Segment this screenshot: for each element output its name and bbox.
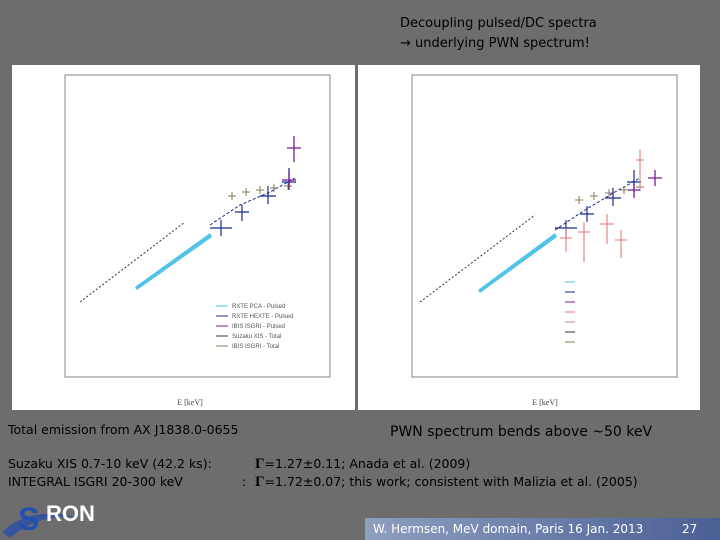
- left-plot: RXTE PCA - Pulsed RXTE HEXTE - Pulsed IB…: [12, 65, 355, 410]
- logo-swoosh: [2, 513, 80, 538]
- plot-frame: [411, 74, 678, 378]
- caption: PWN spectrum bends above ~50 keV: [390, 424, 653, 440]
- pca-band: [135, 233, 212, 290]
- logo: S RON: [2, 501, 95, 538]
- model-line: [419, 214, 536, 303]
- plot-background: [12, 65, 355, 410]
- plot-frame: [64, 74, 331, 378]
- x-axis-label: E [keV]: [532, 398, 558, 407]
- logo-text: RON: [46, 501, 95, 526]
- note-result: =1.27±0.11; Anada et al. (2009): [265, 456, 471, 471]
- isgri-points: [282, 136, 301, 188]
- page-number: 27: [682, 522, 697, 536]
- footer-credit: W. Hermsen, MeV domain, Paris 16 Jan. 20…: [373, 522, 643, 536]
- legend-label: IBIS ISGRI - Total: [232, 344, 279, 350]
- gamma-symbol: Γ: [255, 456, 265, 472]
- title-line: Decoupling pulsed/DC spectra: [400, 16, 597, 31]
- pca-band: [478, 233, 557, 293]
- footer-bar: [365, 518, 720, 540]
- legend-label: IBIS ISGRI - Pulsed: [232, 324, 285, 330]
- note-line: INTEGRAL ISGRI 20-300 keV : Γ=1.72±0.07;…: [8, 474, 638, 490]
- fit-line: [209, 177, 296, 226]
- note-line: Suzaku XIS 0.7-10 keV (42.2 ks): Γ=1.27±…: [8, 456, 470, 472]
- note-instrument: Suzaku XIS 0.7-10 keV (42.2 ks):: [8, 456, 212, 471]
- plot-background: [358, 65, 700, 410]
- right-plot: E [keV]: [358, 65, 700, 410]
- legend-label: RXTE PCA - Pulsed: [232, 304, 285, 310]
- note-instrument: INTEGRAL ISGRI 20-300 keV: [8, 474, 183, 489]
- isgri-points: [628, 170, 662, 198]
- total-points: [228, 182, 292, 200]
- title-line: → underlying PWN spectrum!: [400, 36, 590, 51]
- note-result: =1.72±0.07; this work; consistent with M…: [265, 474, 638, 489]
- legend-label: RXTE HEXTE - Pulsed: [232, 314, 293, 320]
- logo-initial: S: [18, 501, 39, 537]
- x-axis-label: E [keV]: [177, 398, 203, 407]
- gamma-symbol: Γ: [255, 474, 265, 490]
- legend-swatches: [565, 281, 575, 343]
- dc-points: [560, 150, 644, 262]
- legend-label: Suzaku XIS - Total: [232, 334, 281, 340]
- fit-line: [554, 177, 641, 231]
- note-separator: :: [242, 474, 246, 489]
- caption: Total emission from AX J1838.0-0655: [7, 422, 238, 437]
